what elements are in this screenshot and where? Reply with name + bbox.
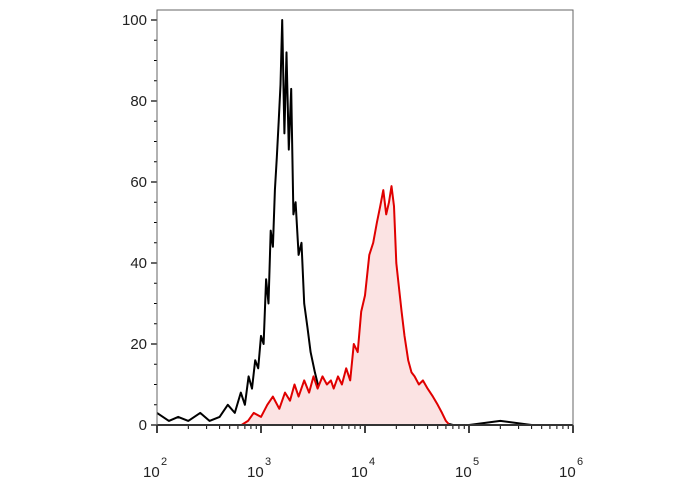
x-tick-exponent: 5 <box>473 456 479 468</box>
series-1-line <box>240 185 451 426</box>
x-tick-exponent: 4 <box>369 456 375 468</box>
x-tick-exponent: 6 <box>577 456 583 468</box>
x-tick-exponent: 3 <box>265 456 271 468</box>
plot-frame <box>156 9 574 426</box>
y-tick-label: 20 <box>130 336 147 353</box>
x-tick-label: 10 <box>351 464 368 481</box>
y-tick-label: 0 <box>139 417 147 434</box>
y-tick-label: 60 <box>130 174 147 191</box>
series-1-area <box>241 186 450 425</box>
x-tick-label: 10 <box>143 464 160 481</box>
y-tick-label: 100 <box>122 12 147 29</box>
y-tick-label: 80 <box>130 93 147 110</box>
x-tick-exponent: 2 <box>161 456 167 468</box>
y-tick-label: 40 <box>130 255 147 272</box>
x-tick-label: 10 <box>247 464 264 481</box>
series-layer <box>156 19 573 426</box>
x-tick-label: 10 <box>455 464 472 481</box>
x-tick-label: 10 <box>559 464 576 481</box>
